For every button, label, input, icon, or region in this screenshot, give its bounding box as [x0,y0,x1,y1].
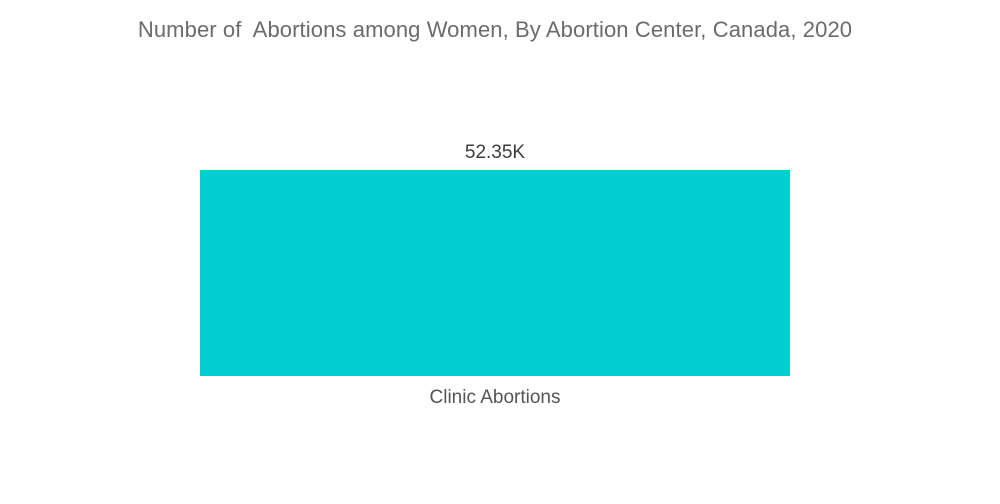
bar-value-label: 52.35K [465,142,526,163]
bar-clinic-abortions [200,170,790,376]
chart-title: Number of Abortions among Women, By Abor… [137,17,853,42]
x-tick-label: Clinic Abortions [430,387,561,408]
plot-area: 52.35K Clinic Abortions [200,142,790,408]
